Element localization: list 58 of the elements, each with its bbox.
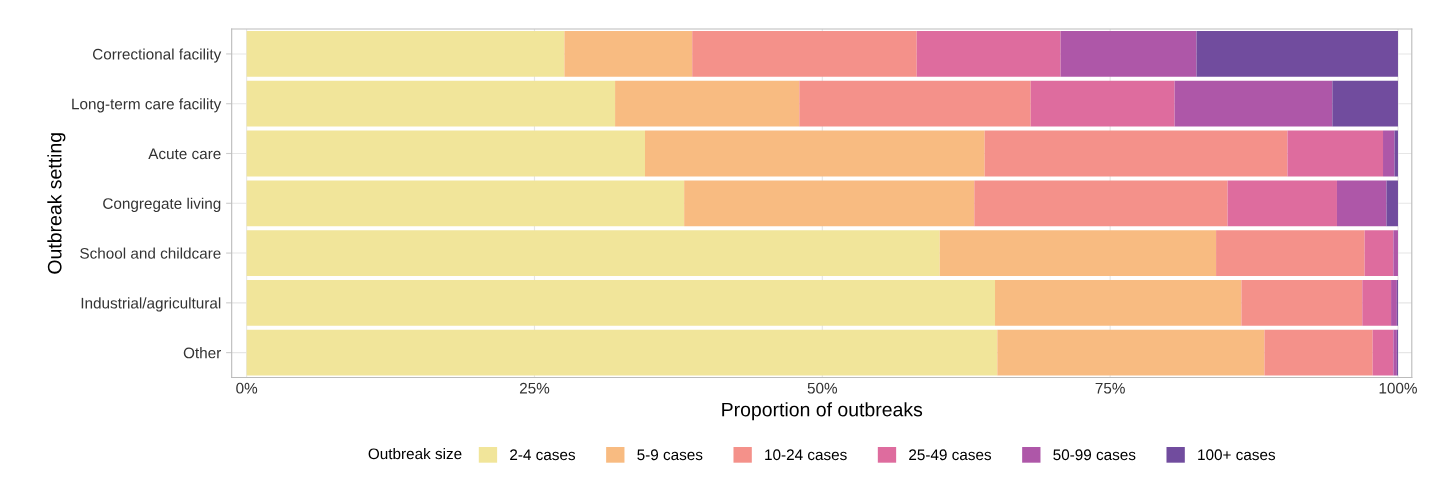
bar [246,279,996,326]
legend-label: 25-49 cases [909,449,992,461]
bar [1391,279,1397,326]
legend-title: Outbreak size [368,447,462,460]
bar [1393,230,1398,276]
bar [684,180,975,227]
bar [564,31,693,77]
bar [1372,329,1394,376]
x-tick-label: 0% [236,382,258,394]
bar [916,31,1061,77]
bar [1332,80,1398,127]
bar [1364,230,1394,276]
x-tick-label: 50% [807,382,838,394]
bar [246,80,616,127]
bar [1030,80,1175,127]
x-tick-label: 75% [1095,382,1125,394]
bar [1060,31,1197,77]
bar [997,329,1265,376]
bar [1362,279,1392,326]
legend-label: 2-4 cases [510,449,576,461]
legend-label: 100+ cases [1198,449,1276,461]
bar [1216,230,1365,276]
bar [692,31,917,77]
y-tick-label: Congregate living [103,197,221,212]
bar [1383,130,1395,177]
bar [615,80,800,127]
bar [995,279,1242,326]
bar [974,180,1228,227]
bar [246,180,685,227]
bar [1264,329,1373,376]
bar [246,31,565,77]
x-axis-title: Proportion of outbreaks [722,402,923,421]
bar [799,80,1031,127]
bar [1196,31,1398,77]
x-tick-label: 25% [519,382,550,394]
bar [246,130,646,177]
bar [645,130,985,177]
y-tick-label: Long-term care facility [72,98,222,113]
bar [1386,180,1398,227]
y-tick-label: Acute care [148,148,221,160]
y-axis-title: Outbreak setting [47,133,66,274]
y-tick-label: Other [183,347,222,359]
bar [1287,130,1384,177]
bar [984,130,1288,177]
x-tick-label: 100% [1379,382,1417,394]
legend-label: 10-24 cases [765,449,847,461]
y-tick-label: School and childcare [80,247,221,259]
bar [939,230,1217,276]
y-tick-label: Correctional facility [92,48,222,63]
bar [1174,80,1333,127]
bar [1336,180,1387,227]
y-tick-label: Industrial/agricultural [81,297,221,312]
bar [1227,180,1337,227]
bar [1241,279,1363,326]
legend-label: 5-9 cases [637,449,703,461]
bar [246,329,998,376]
bar [246,230,940,276]
legend-label: 50-99 cases [1053,449,1136,461]
